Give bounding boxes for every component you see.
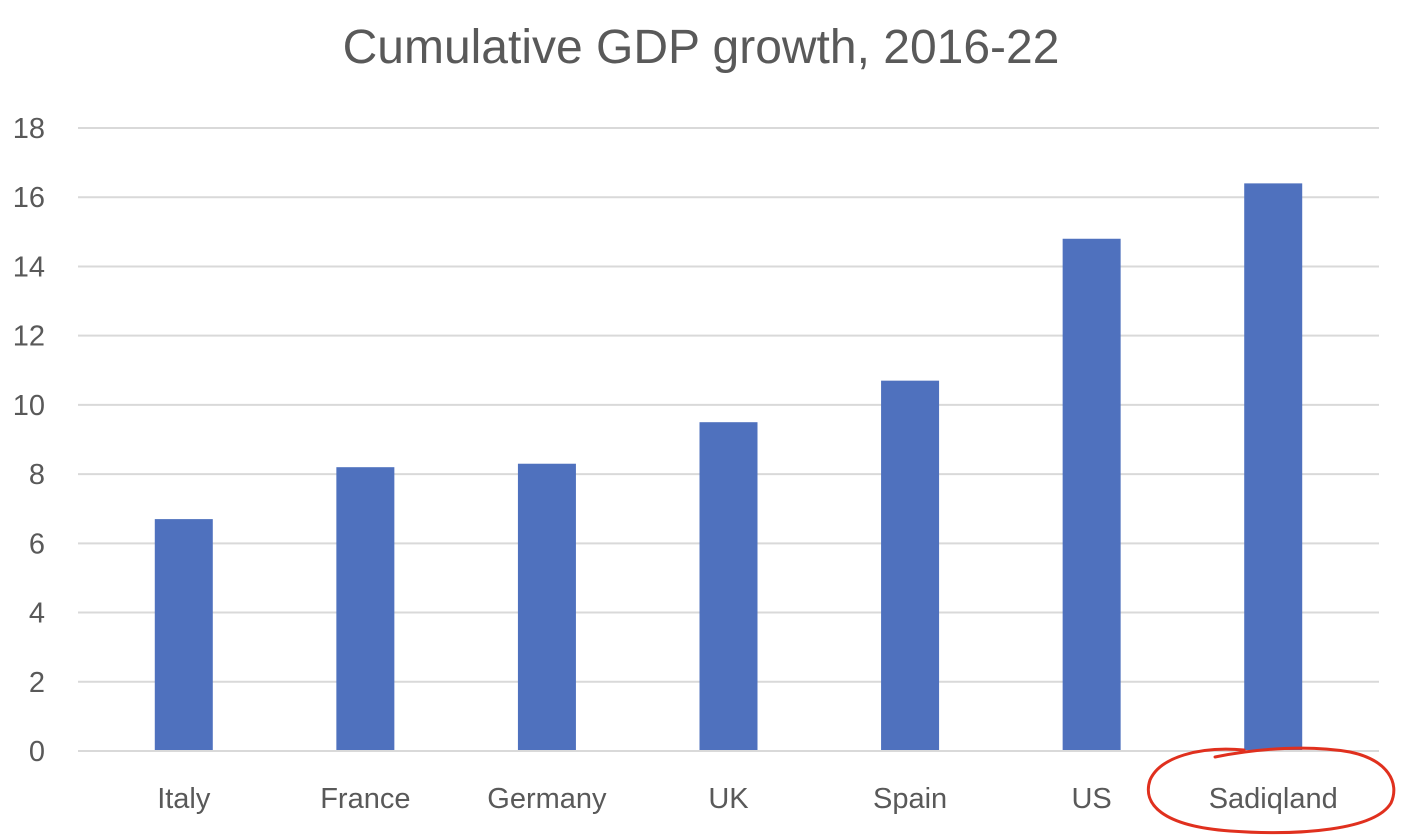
bars — [154, 183, 1303, 751]
x-category-label: Sadiqland — [1209, 783, 1338, 815]
bar-germany — [517, 463, 576, 751]
bar-france — [336, 467, 395, 751]
y-tick-label: 2 — [29, 667, 45, 699]
y-tick-label: 4 — [29, 598, 45, 630]
bar-uk — [699, 422, 758, 751]
y-tick-label: 0 — [29, 736, 45, 768]
bar-spain — [881, 380, 940, 751]
y-tick-label: 6 — [29, 528, 45, 560]
x-axis-category-labels: Italy France Germany UK Spain US Sadiqland — [157, 783, 1338, 815]
x-category-label: Germany — [487, 783, 607, 815]
y-tick-label: 12 — [13, 321, 45, 353]
y-tick-label: 14 — [13, 251, 45, 283]
y-tick-label: 8 — [29, 459, 45, 491]
y-tick-label: 18 — [13, 113, 45, 145]
bar-sadiqland — [1244, 183, 1303, 751]
x-category-label: US — [1071, 783, 1111, 815]
bar-us — [1062, 238, 1121, 751]
y-axis-tick-labels: 0 2 4 6 8 10 12 14 16 18 — [13, 113, 45, 768]
x-category-label: Italy — [157, 783, 211, 815]
chart-title: Cumulative GDP growth, 2016-22 — [343, 21, 1060, 74]
x-category-label: France — [320, 783, 410, 815]
gridlines — [78, 127, 1379, 683]
x-category-label: UK — [708, 783, 749, 815]
highlight-annotation-circle — [1146, 746, 1396, 835]
x-category-label: Spain — [873, 783, 947, 815]
bar-italy — [154, 519, 213, 751]
y-tick-label: 10 — [13, 390, 45, 422]
y-tick-label: 16 — [13, 182, 45, 214]
